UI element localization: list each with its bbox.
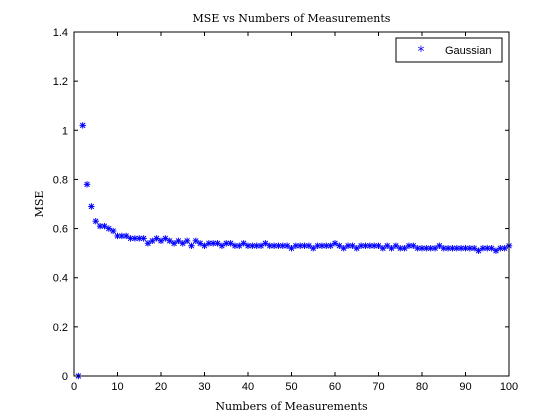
data-point [88,203,94,209]
x-tick-label: 50 [285,381,297,393]
x-tick-label: 30 [198,381,210,393]
x-tick-label: 70 [372,381,384,393]
legend: * Gaussian [396,38,502,62]
chart-title: MSE vs Numbers of Measurements [193,12,391,25]
data-point [80,122,86,128]
legend-label-gaussian: Gaussian [445,45,491,57]
x-tick-label: 0 [71,381,77,393]
y-tick-label: 1 [62,125,68,137]
x-tick-label: 100 [500,381,518,393]
y-tick-label: 0 [62,371,68,383]
data-point [84,181,90,187]
x-tick-label: 40 [242,381,254,393]
y-tick-label: 1.2 [53,76,68,88]
x-tick-label: 10 [111,381,123,393]
x-tick-label: 20 [155,381,167,393]
y-tick-label: 0.4 [53,273,68,285]
y-axis-label: MSE [33,191,46,218]
plot-area [74,32,509,376]
x-tick-label: 60 [329,381,341,393]
y-tick-label: 0.2 [53,322,68,334]
y-tick-label: 1.4 [53,27,68,39]
y-tick-label: 0.8 [53,174,68,186]
x-tick-label: 80 [416,381,428,393]
x-axis-label: Numbers of Measurements [215,400,368,413]
y-tick-label: 0.6 [53,224,68,236]
x-tick-label: 90 [459,381,471,393]
legend-marker-gaussian: * [418,44,425,60]
